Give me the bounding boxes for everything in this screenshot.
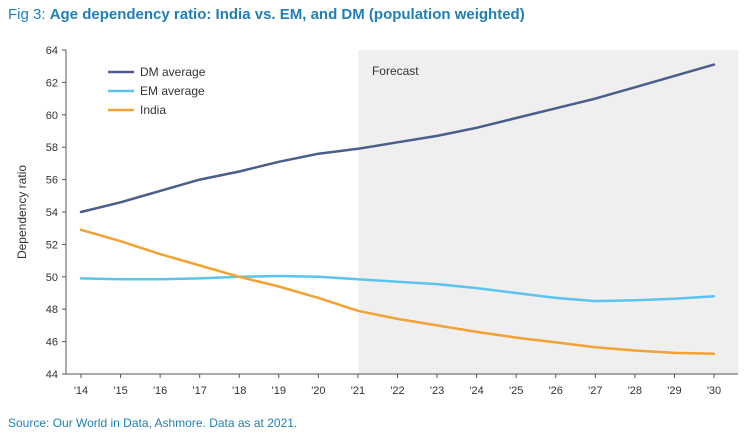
y-tick-label: 64: [46, 45, 58, 57]
y-tick-label: 50: [46, 272, 58, 284]
forecast-region: [358, 50, 739, 374]
series-line-em-average: [79, 274, 716, 303]
forecast-label: Forecast: [372, 64, 419, 78]
figure-number: Fig 3:: [8, 6, 46, 23]
y-tick-label: 56: [46, 175, 58, 187]
y-tick-label: 58: [46, 142, 58, 154]
legend-label-india: India: [140, 103, 166, 117]
series-line-india: [79, 228, 716, 356]
x-tick-label: '20: [311, 385, 325, 397]
y-tick-label: 62: [46, 77, 58, 89]
chart-title: Fig 3: Age dependency ratio: India vs. E…: [8, 6, 525, 23]
source-note: Source: Our World in Data, Ashmore. Data…: [8, 416, 298, 430]
x-axis: '14 '15 '16 '17 '18 '19 '20 '21 '22 '23 '24 '25 '26 '…: [66, 373, 738, 397]
y-tick-label: 52: [46, 239, 58, 251]
x-tick-label: '24: [469, 385, 483, 397]
x-tick-label: '15: [113, 385, 127, 397]
y-axis-title: Dependency ratio: [15, 165, 29, 259]
x-tick-label: '18: [232, 385, 246, 397]
x-tick-label: '26: [549, 385, 563, 397]
x-tick-label: '22: [390, 385, 404, 397]
y-tick-label: 54: [46, 207, 58, 219]
y-tick-label: 44: [46, 369, 58, 381]
x-tick-label: '28: [628, 385, 642, 397]
x-tick-label: '25: [509, 385, 523, 397]
legend: DM average EM average India: [108, 65, 206, 117]
y-axis: 44 46 48 50 52 54 56 58 60 62 64: [46, 45, 67, 381]
legend-label-em-average: EM average: [140, 84, 205, 98]
x-tick-label: '19: [272, 385, 286, 397]
x-tick-label: '21: [351, 385, 365, 397]
series-group: [79, 63, 716, 356]
x-tick-label: '14: [74, 385, 88, 397]
figure-title: Age dependency ratio: India vs. EM, and …: [49, 6, 525, 23]
y-tick-label: 46: [46, 337, 58, 349]
x-tick-label: '23: [430, 385, 444, 397]
x-tick-label: '17: [193, 385, 207, 397]
x-tick-label: '16: [153, 385, 167, 397]
x-tick-label: '29: [667, 385, 681, 397]
y-tick-label: 60: [46, 110, 58, 122]
x-tick-label: '27: [588, 385, 602, 397]
series-line-dm-average: [79, 63, 716, 214]
x-tick-label: '30: [707, 385, 721, 397]
legend-label-dm-average: DM average: [140, 65, 206, 79]
y-tick-label: 48: [46, 304, 58, 316]
